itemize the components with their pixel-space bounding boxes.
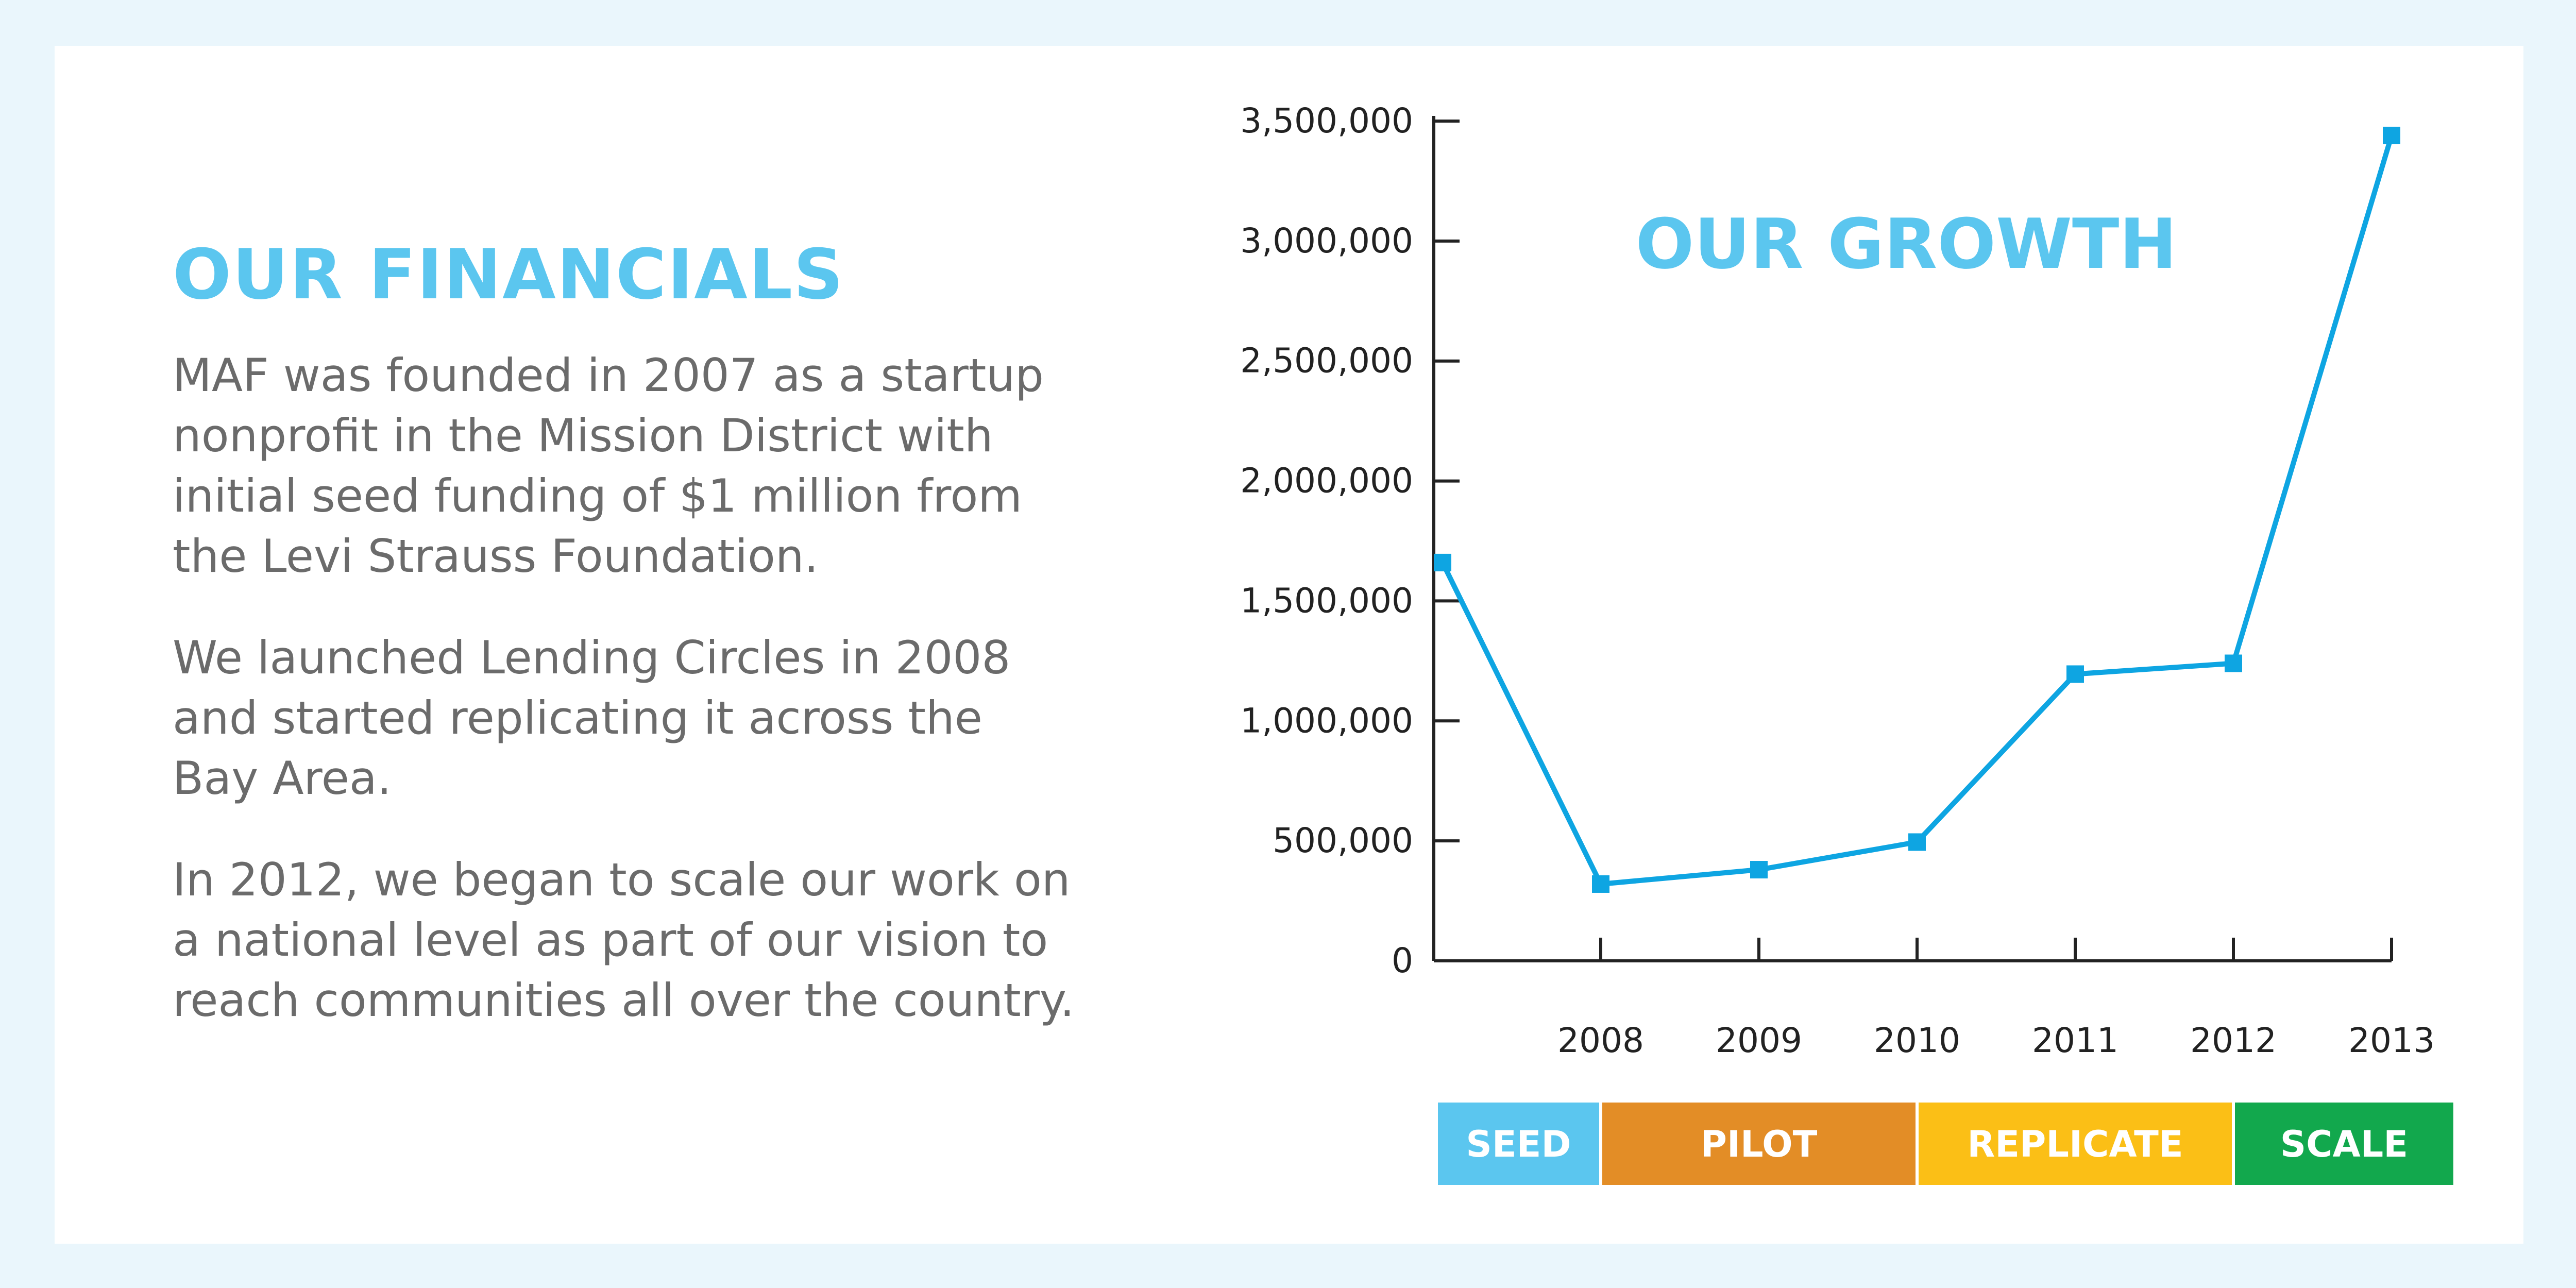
y-tick-label-2: 1,000,000: [1240, 701, 1413, 740]
y-tick-label-7: 3,500,000: [1240, 101, 1413, 141]
paragraph-lending-circles: We launched Lending Circles in 2008 and …: [173, 631, 1011, 805]
phase-seed-label: SEED: [1466, 1123, 1571, 1165]
data-point-2011: [2066, 665, 2084, 683]
chart-title: OUR GROWTH: [1636, 204, 2177, 284]
x-tick-label-2011: 2011: [2032, 1021, 2119, 1060]
data-point-2007: [1434, 553, 1451, 571]
phase-scale-bar: [2235, 1103, 2453, 1185]
x-tick-label-2010: 2010: [1874, 1021, 1960, 1060]
data-point-2010: [1908, 833, 1926, 851]
data-point-2009: [1750, 861, 1768, 879]
paragraph-scale: In 2012, we began to scale our work on a…: [173, 853, 1075, 1027]
phase-scale-label: SCALE: [2280, 1123, 2408, 1165]
x-tick-label-2008: 2008: [1557, 1021, 1644, 1060]
x-tick-label-2012: 2012: [2190, 1021, 2277, 1060]
y-tick-label-6: 3,000,000: [1240, 221, 1413, 261]
financials-title: OUR FINANCIALS: [173, 234, 844, 315]
phase-pilot-label: PILOT: [1701, 1123, 1818, 1165]
phase-seed-bar: [1438, 1103, 1599, 1185]
data-point-2012: [2225, 654, 2242, 672]
y-tick-label-0: 0: [1392, 941, 1413, 980]
infographic-card: [55, 46, 2523, 1244]
financials-text: MAF was founded in 2007 as a startup non…: [173, 345, 1131, 1072]
data-point-2013: [2383, 126, 2400, 144]
x-tick-label-2009: 2009: [1716, 1021, 1802, 1060]
phase-replicate-label: REPLICATE: [1967, 1123, 2183, 1165]
x-tick-label-2013: 2013: [2348, 1021, 2435, 1060]
data-point-2008: [1592, 875, 1609, 893]
y-tick-label-4: 2,000,000: [1240, 461, 1413, 501]
phase-pilot-bar: [1602, 1103, 1916, 1185]
paragraph-founding: MAF was founded in 2007 as a startup non…: [173, 349, 1044, 583]
y-tick-label-1: 500,000: [1273, 821, 1413, 860]
y-tick-label-3: 1,500,000: [1240, 581, 1413, 620]
y-tick-label-5: 2,500,000: [1240, 341, 1413, 381]
phase-replicate-bar: [1919, 1103, 2232, 1185]
